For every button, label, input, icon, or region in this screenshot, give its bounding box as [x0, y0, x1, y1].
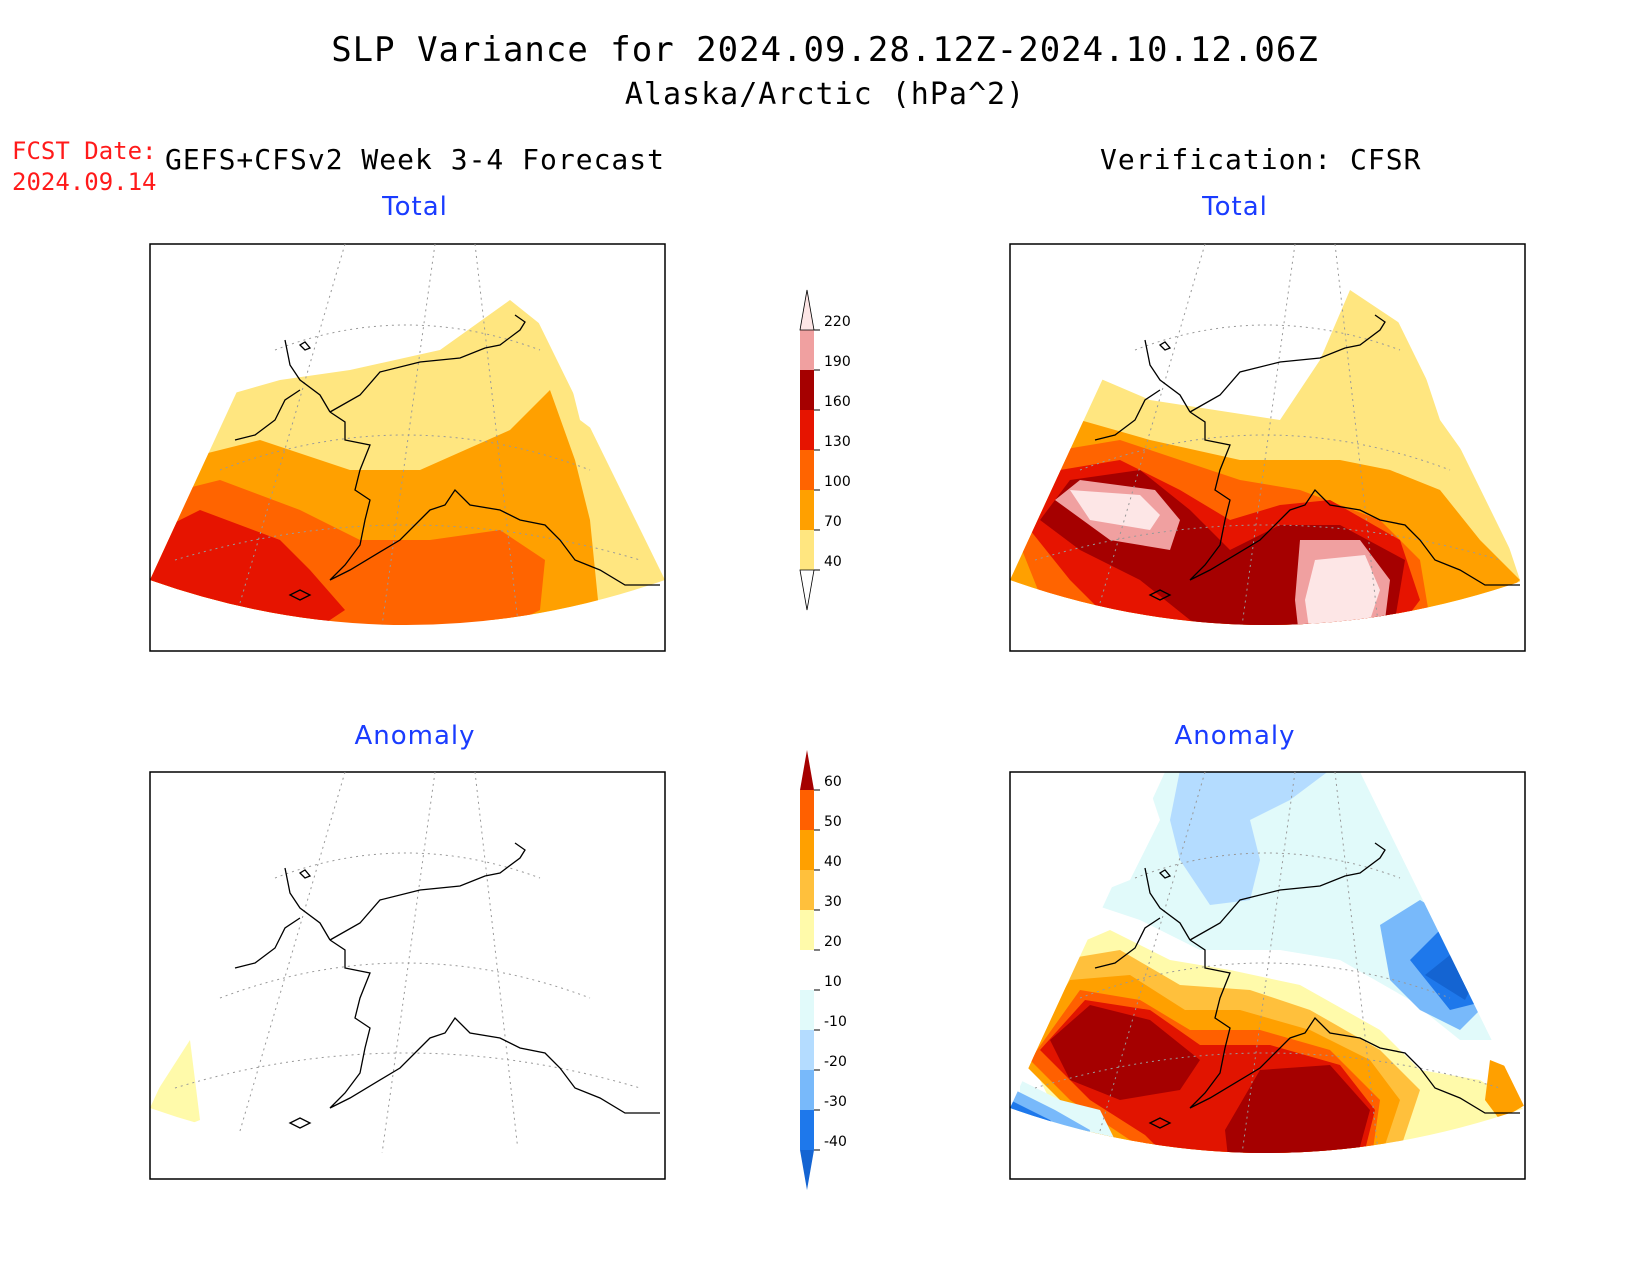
- verification-anomaly-overlay: [1009, 771, 1526, 1180]
- colorbar-tick-label: 100: [824, 474, 851, 490]
- colorbar-segment: [800, 370, 814, 410]
- graticule: [1034, 772, 1501, 1153]
- forecast-anomaly-title: Anomaly: [354, 721, 476, 751]
- colorbar-tick-label: -10: [824, 1014, 847, 1030]
- colorbar-segment: [800, 910, 814, 950]
- total-colorbar: 40 70 100 130 160 190 220: [799, 289, 851, 611]
- colorbar-segment: [800, 950, 814, 990]
- colorbar-segment: [800, 330, 814, 370]
- colorbar-tick-label: 130: [824, 434, 851, 450]
- colorbar-tick-label: -20: [824, 1054, 847, 1070]
- forecast-total-title: Total: [382, 192, 448, 222]
- coastline: [1094, 842, 1520, 1129]
- shade-10-20: [150, 1040, 200, 1140]
- verification-anomaly-map: [1010, 772, 1525, 1153]
- chart-title: SLP Variance for 2024.09.28.12Z-2024.10.…: [331, 30, 1319, 70]
- graticule: [174, 772, 641, 1153]
- map-frame: [149, 243, 666, 652]
- coastline: [234, 314, 660, 601]
- colorbar-tick-label: 220: [824, 314, 851, 330]
- map-frame: [1009, 771, 1526, 1180]
- colorbar-tick-label: 30: [824, 894, 842, 910]
- forecast-anomaly-overlay: [149, 771, 666, 1180]
- colorbar-segment: [800, 490, 814, 530]
- shade-60-plus: [1225, 1065, 1370, 1153]
- colorbar-tick-label: 70: [824, 514, 842, 530]
- colorbar-cap-top: [800, 750, 814, 790]
- anomaly-colorbar: -40 -30 -20 -10 10 20 30 40 50 60: [800, 750, 847, 1190]
- colorbar-segment: [800, 1070, 814, 1110]
- verification-total-title: Total: [1202, 192, 1268, 222]
- colorbar-tick-label: 40: [824, 554, 842, 570]
- fcst-date-value: 2024.09.14: [12, 168, 157, 196]
- colorbar-segment: [800, 450, 814, 490]
- forecast-anomaly-map: [150, 1040, 500, 1190]
- forecast-heading: GEFS+CFSv2 Week 3-4 Forecast: [165, 143, 666, 176]
- colorbar-tick-label: -40: [824, 1134, 847, 1150]
- forecast-total-map: [150, 300, 665, 625]
- graticule: [174, 244, 641, 625]
- coastline: [1094, 314, 1520, 601]
- colorbar-tick-label: 20: [824, 934, 842, 950]
- shade-minus-20-minus-30: [1170, 772, 1330, 905]
- colorbar-segment: [800, 830, 814, 870]
- colorbar-cap-bottom: [799, 569, 815, 611]
- verification-anomaly-title: Anomaly: [1174, 721, 1296, 751]
- fcst-date-label: FCST Date:: [12, 137, 157, 165]
- verification-total-map: [1010, 290, 1520, 625]
- shade-minus-40: [1425, 955, 1475, 1000]
- colorbar-segment: [800, 990, 814, 1030]
- verification-heading: Verification: CFSR: [1100, 143, 1422, 176]
- colorbar-tick-label: 190: [824, 354, 851, 370]
- colorbar-cap-bottom: [800, 1150, 814, 1190]
- verification-total-overlay: [1009, 243, 1526, 652]
- colorbar-segment: [800, 870, 814, 910]
- colorbar-segment: [800, 410, 814, 450]
- colorbar-tick-label: 60: [824, 774, 842, 790]
- shade-minus-10-minus-20: [445, 1172, 500, 1190]
- colorbar-segment: [800, 1030, 814, 1070]
- colorbar-tick-label: 40: [824, 854, 842, 870]
- colorbar-cap-top: [799, 289, 815, 331]
- shade-220-plus: [1070, 490, 1160, 530]
- map-frame: [149, 771, 666, 1180]
- colorbar-segment: [800, 530, 814, 570]
- map-frame: [1009, 243, 1526, 652]
- shade-60-plus: [1050, 1005, 1200, 1100]
- coastline: [234, 842, 660, 1129]
- graticule: [1034, 244, 1501, 625]
- shade-220-plus: [1305, 555, 1380, 625]
- colorbar-segment: [800, 1110, 814, 1150]
- colorbar-tick-label: 10: [824, 974, 842, 990]
- chart-subtitle: Alaska/Arctic (hPa^2): [624, 77, 1026, 112]
- forecast-total-overlay: [149, 243, 666, 652]
- colorbar-tick-label: -30: [824, 1094, 847, 1110]
- colorbar-tick-label: 160: [824, 394, 851, 410]
- colorbar-tick-label: 50: [824, 814, 842, 830]
- colorbar-segment: [800, 790, 814, 830]
